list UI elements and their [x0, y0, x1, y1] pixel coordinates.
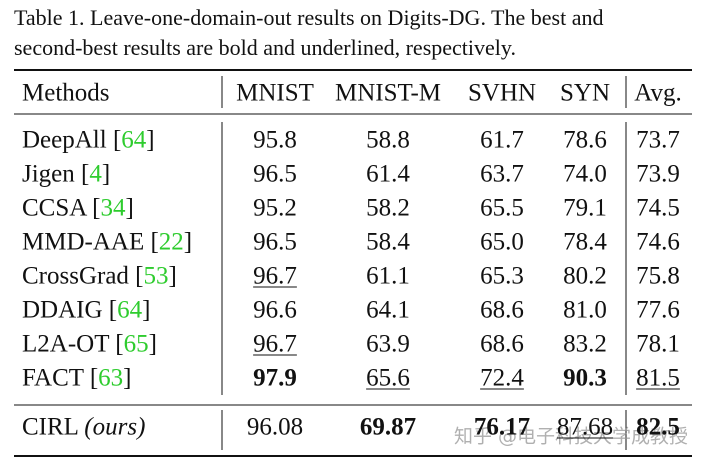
column-header: Methods: [22, 79, 110, 107]
watermark: 知乎 @电子科技大学成教授: [454, 425, 689, 448]
value-cell: 96.7: [253, 262, 297, 290]
value-cell: 96.5: [253, 160, 297, 188]
value-cell: 74.5: [636, 194, 680, 222]
value-cell: 78.4: [563, 228, 607, 256]
value-cell: 61.4: [366, 160, 410, 188]
value-cell: 81.5: [636, 364, 680, 392]
value-cell: 96.5: [253, 228, 297, 256]
value-cell: 74.0: [563, 160, 607, 188]
value-cell: 73.7: [636, 126, 680, 154]
value-cell: 90.3: [563, 364, 607, 392]
column-header: SYN: [559, 79, 611, 107]
method-name: Jigen [4]: [22, 160, 111, 188]
value-cell: 79.1: [563, 194, 607, 222]
caption-line: Table 1. Leave-one-domain-out results on…: [14, 5, 604, 30]
column-header: Avg.: [634, 79, 682, 107]
value-cell: 65.6: [366, 364, 410, 392]
value-cell: 64.1: [366, 296, 410, 324]
value-cell: 69.87: [359, 413, 417, 441]
method-name: CCSA [34]: [22, 194, 134, 222]
method-name: DeepAll [64]: [22, 126, 155, 154]
value-cell: 63.9: [366, 330, 410, 358]
column-header: MNIST-M: [334, 79, 442, 107]
value-cell: 68.6: [480, 330, 524, 358]
value-cell: 61.1: [366, 262, 410, 290]
value-cell: 58.8: [366, 126, 410, 154]
value-cell: 58.4: [366, 228, 410, 256]
value-cell: 78.6: [563, 126, 607, 154]
value-cell: 78.1: [636, 330, 680, 358]
value-cell: 63.7: [480, 160, 524, 188]
value-cell: 58.2: [366, 194, 410, 222]
value-cell: 80.2: [563, 262, 607, 290]
value-cell: 68.6: [480, 296, 524, 324]
value-cell: 97.9: [253, 364, 297, 392]
method-name: DDAIG [64]: [22, 296, 151, 324]
method-name: CrossGrad [53]: [22, 262, 177, 290]
value-cell: 87.68: [556, 413, 614, 441]
value-cell: 96.08: [246, 413, 304, 441]
value-cell: 73.9: [636, 160, 680, 188]
column-header: SVHN: [467, 79, 537, 107]
caption-line: second-best results are bold and underli…: [14, 35, 516, 60]
method-name: L2A-OT [65]: [22, 330, 157, 358]
value-cell: 96.7: [253, 330, 297, 358]
value-cell: 72.4: [480, 364, 524, 392]
method-name: CIRL (ours): [22, 413, 146, 441]
value-cell: 95.8: [253, 126, 297, 154]
value-cell: 77.6: [636, 296, 680, 324]
column-header: MNIST: [236, 79, 314, 107]
value-cell: 83.2: [563, 330, 607, 358]
method-name: MMD-AAE [22]: [22, 228, 193, 256]
method-name: FACT [63]: [22, 364, 132, 392]
value-cell: 65.0: [480, 228, 524, 256]
value-cell: 81.0: [563, 296, 607, 324]
value-cell: 74.6: [636, 228, 680, 256]
value-cell: 96.6: [253, 296, 297, 324]
value-cell: 65.5: [480, 194, 524, 222]
value-cell: 75.8: [636, 262, 680, 290]
value-cell: 76.17: [473, 413, 531, 441]
value-cell: 82.5: [636, 413, 680, 441]
value-cell: 61.7: [480, 126, 524, 154]
value-cell: 95.2: [253, 194, 297, 222]
value-cell: 65.3: [480, 262, 524, 290]
